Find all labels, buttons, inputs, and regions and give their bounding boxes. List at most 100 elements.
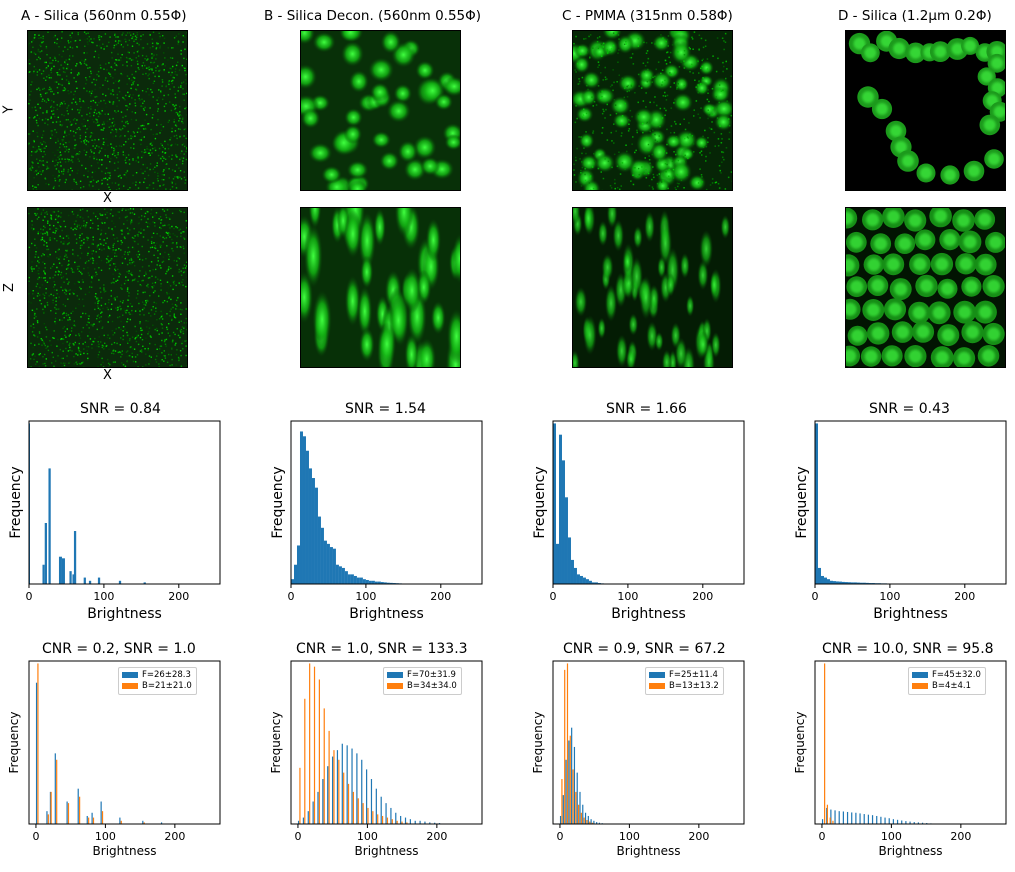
histogram-bar — [579, 575, 583, 584]
foreground-bar — [346, 745, 348, 824]
histogram-bar — [58, 556, 62, 584]
histogram-bar — [567, 537, 571, 584]
image-a-top-xlabel: X — [103, 191, 112, 206]
x-tick-label: 100 — [879, 590, 900, 603]
cnr-title: CNR = 10.0, SNR = 95.8 — [822, 641, 994, 657]
plot-frame — [552, 420, 745, 585]
histogram-bar — [294, 564, 297, 584]
background-bar — [589, 821, 591, 824]
foreground-bar — [35, 682, 38, 824]
histogram-bar — [820, 575, 824, 584]
histogram-bar — [862, 582, 866, 584]
panel-title-d: D - Silica (1.2µm 0.2Φ) — [838, 8, 992, 24]
histogram-bar — [591, 582, 595, 584]
legend-entry-background: B=34±34.0 — [387, 681, 457, 692]
background-bar — [37, 663, 39, 824]
foreground-bar — [584, 812, 587, 824]
foreground-bar — [390, 807, 392, 824]
background-bar — [338, 759, 340, 824]
histogram-bar — [832, 581, 836, 584]
background-bar — [377, 814, 379, 824]
x-axis-label: Brightness — [879, 844, 943, 858]
x-tick-label: 100 — [617, 590, 638, 603]
background-bar — [323, 708, 325, 824]
background-bar — [79, 796, 81, 824]
histogram-bar — [88, 580, 92, 584]
histogram-bar — [308, 468, 312, 584]
image-a-top-ylabel: Y — [1, 105, 17, 114]
foreground-bar — [395, 812, 397, 824]
cnr-title: CNR = 0.9, SNR = 67.2 — [563, 641, 726, 657]
background-bar — [564, 669, 566, 824]
foreground-bar — [119, 817, 121, 824]
foreground-bar — [905, 821, 907, 824]
histogram-chart: 0 100 200 Brightness Frequency — [270, 420, 483, 622]
histogram-bar — [558, 434, 562, 584]
background-bar — [583, 817, 585, 824]
foreground-bar — [91, 812, 93, 824]
histogram-bar — [818, 567, 821, 584]
background-bar — [578, 804, 580, 824]
foreground-bar — [871, 815, 874, 824]
legend: F=45±32.0 B=4±4.1 — [908, 667, 986, 695]
foreground-bar — [851, 812, 853, 824]
histogram-bar — [859, 582, 863, 584]
x-tick-label: 200 — [950, 830, 971, 843]
background-bar — [50, 791, 52, 824]
histogram-bar — [353, 575, 357, 584]
legend: F=26±28.3 B=21±21.0 — [118, 667, 197, 695]
histogram-bar — [118, 580, 122, 584]
histogram-bar — [826, 579, 830, 584]
micrograph — [573, 208, 732, 367]
background-bar — [357, 798, 359, 824]
image-b-xz — [300, 207, 461, 368]
histogram-chart: 0 100 200 Brightness Frequency — [794, 420, 1007, 622]
panel-title-b: B - Silica Decon. (560nm 0.55Φ) — [264, 8, 482, 24]
foreground-bar — [880, 816, 882, 824]
histogram-bar — [823, 577, 827, 584]
x-tick-label: 0 — [556, 830, 563, 843]
x-tick-label: 200 — [688, 830, 709, 843]
histogram-bar — [83, 577, 86, 584]
legend-entry-foreground: F=25±11.4 — [649, 670, 719, 681]
background-bar — [347, 783, 350, 824]
cnr-title: CNR = 1.0, SNR = 133.3 — [296, 641, 468, 657]
x-tick-label: 0 — [32, 830, 39, 843]
foreground-bar — [863, 814, 865, 824]
micrograph — [301, 31, 460, 190]
background-bar — [566, 663, 569, 824]
background-bar — [396, 820, 398, 824]
histogram-bar — [350, 574, 354, 584]
background-bar — [92, 817, 95, 824]
background-bar — [101, 811, 104, 824]
histogram-bar — [73, 531, 77, 584]
histogram-bar — [291, 579, 294, 584]
histogram-bar — [365, 579, 369, 584]
histogram-bar — [853, 582, 857, 584]
background-bar — [362, 803, 364, 824]
foreground-bar — [565, 759, 567, 824]
background-bar — [386, 817, 389, 824]
histogram-bar — [347, 574, 351, 584]
background-bar — [304, 698, 306, 824]
foreground-bar — [917, 822, 919, 824]
foreground-bar — [826, 807, 828, 824]
x-axis-label: Brightness — [349, 606, 424, 622]
foreground-bar — [77, 788, 79, 824]
x-tick-label: 100 — [881, 830, 902, 843]
y-axis-label: Frequency — [8, 466, 24, 538]
histogram-bar — [48, 468, 51, 584]
histogram-bar — [344, 571, 348, 584]
x-tick-label: 200 — [426, 830, 447, 843]
histogram-bar — [143, 582, 146, 584]
foreground-bar — [429, 822, 431, 824]
foreground-bar — [573, 746, 576, 824]
histogram-bar — [815, 423, 818, 584]
background-bar — [367, 807, 369, 824]
histogram-bar — [553, 423, 556, 584]
histogram-bar — [582, 577, 586, 584]
image-c-xz — [572, 207, 733, 368]
foreground-bar — [361, 759, 363, 824]
foreground-bar — [54, 753, 56, 824]
cnr-histogram-chart: 0 100 200 Brightness Frequency — [793, 660, 1007, 858]
